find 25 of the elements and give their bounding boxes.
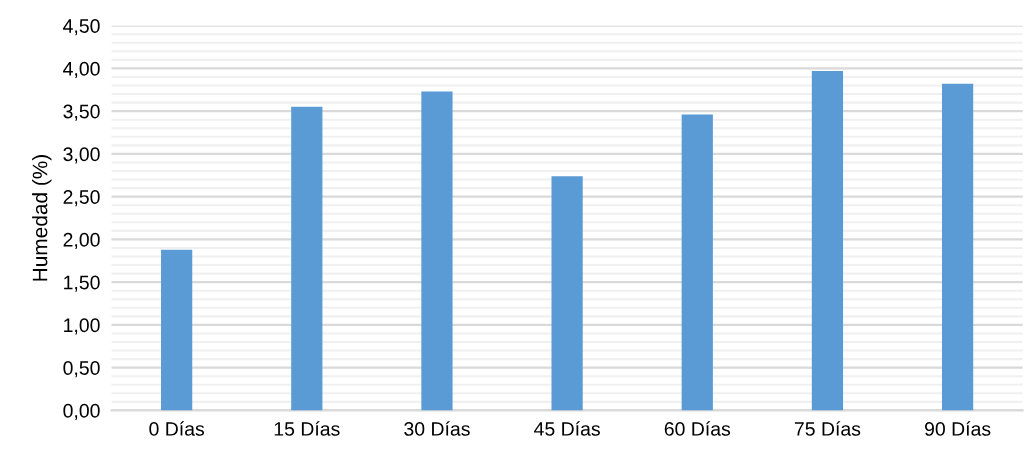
y-tick-label: 4,50	[63, 19, 100, 36]
y-axis-title: Humedad (%)	[32, 155, 52, 281]
x-tick-label: 45 Días	[534, 421, 600, 436]
bar	[291, 106, 323, 411]
bar	[941, 83, 974, 411]
x-tick-label: 90 Días	[925, 421, 991, 436]
y-tick-label: 2,00	[63, 232, 100, 249]
x-tick-label: 75 Días	[794, 421, 861, 436]
bar	[551, 176, 583, 411]
bar	[421, 91, 453, 411]
y-tick-label: 0,50	[63, 361, 100, 378]
y-tick-label: 0,00	[63, 403, 100, 420]
x-tick-label: 0 Días	[149, 421, 205, 436]
y-tick-label: 3,00	[63, 147, 100, 164]
bar	[681, 114, 713, 411]
x-tick-label: 30 Días	[404, 421, 470, 436]
y-tick-label: 4,00	[63, 61, 100, 78]
y-tick-label: 1,50	[64, 275, 100, 292]
x-tick-label: 15 Días	[274, 421, 340, 436]
bar	[811, 70, 844, 411]
y-tick-label: 1,00	[64, 318, 100, 335]
bar	[161, 249, 193, 411]
x-tick-label: 60 Días	[664, 421, 731, 436]
y-tick-label: 3,50	[63, 104, 100, 121]
y-tick-label: 2,50	[63, 190, 100, 207]
